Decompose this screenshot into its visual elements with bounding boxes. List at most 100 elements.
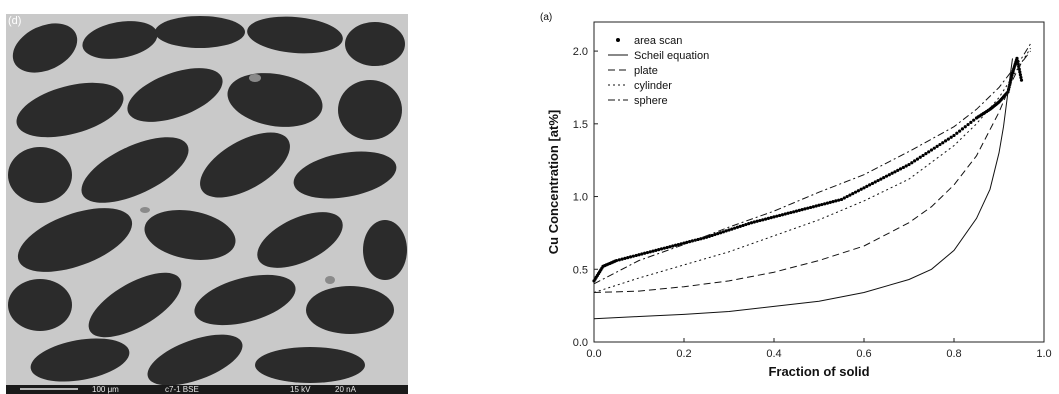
data-point	[682, 241, 686, 245]
data-point	[952, 133, 956, 138]
data-point	[724, 229, 728, 233]
data-point	[955, 131, 959, 135]
data-point	[960, 127, 965, 131]
data-point	[901, 165, 905, 170]
data-point	[783, 212, 787, 216]
legend: area scan Scheil equation plate cylinder sph…	[608, 35, 709, 107]
data-point	[617, 258, 621, 262]
data-point	[834, 199, 838, 203]
micrograph-panel-label: (d)	[8, 15, 21, 27]
micrograph-image: (d) 100 μm c7-1 BSE 15 kV 20 nA	[6, 14, 408, 394]
data-point	[924, 152, 928, 156]
data-point	[823, 202, 827, 206]
series-line-cylinder	[593, 47, 1031, 293]
data-point	[665, 245, 669, 250]
data-point	[648, 250, 652, 254]
micrograph-current-text: 20 nA	[335, 385, 357, 394]
data-point	[935, 144, 939, 148]
series-line-sphere	[593, 43, 1031, 285]
data-point	[837, 198, 841, 202]
micrograph-sample-text: c7-1 BSE	[165, 385, 199, 394]
data-point	[848, 193, 852, 197]
data-point	[673, 243, 678, 247]
data-point	[806, 206, 810, 210]
data-point	[839, 197, 844, 202]
x-tick-label: 0.8	[946, 348, 961, 360]
data-point	[890, 171, 894, 175]
data-point	[887, 173, 891, 177]
data-point	[735, 225, 740, 229]
legend-label: sphere	[634, 95, 668, 107]
data-point	[685, 240, 689, 244]
data-point	[938, 142, 942, 147]
series-line-scheil-equation	[593, 58, 1013, 320]
data-point	[775, 214, 779, 218]
data-point	[918, 155, 922, 159]
data-point	[859, 187, 863, 191]
data-point	[851, 192, 855, 196]
x-tick-label: 0.6	[856, 348, 871, 360]
data-point	[766, 216, 770, 220]
x-tick-label: 1.0	[1036, 348, 1051, 360]
data-point	[800, 208, 804, 212]
data-point	[963, 125, 967, 129]
data-point	[628, 255, 633, 259]
data-point	[817, 203, 821, 207]
data-point	[614, 258, 619, 263]
data-point	[645, 250, 650, 255]
data-point	[640, 252, 644, 256]
data-point	[654, 248, 658, 252]
data-point	[761, 218, 765, 222]
y-tick-label: 0.5	[573, 264, 588, 276]
data-point	[696, 237, 700, 242]
micrograph-info-bar	[6, 385, 408, 394]
data-point	[921, 153, 925, 158]
x-axis-title: Fraction of solid	[768, 364, 869, 379]
data-point	[1019, 75, 1023, 80]
data-point	[702, 236, 706, 240]
data-point	[671, 244, 675, 248]
data-point	[1018, 73, 1022, 77]
data-point	[929, 148, 934, 152]
data-point	[637, 253, 641, 257]
data-point	[958, 129, 962, 133]
chart-panel-label: (a)	[540, 12, 552, 23]
data-point	[744, 222, 748, 227]
plot-frame	[593, 21, 1045, 343]
data-point	[898, 167, 903, 171]
micrograph-dendrites	[8, 16, 407, 386]
data-point	[738, 224, 742, 228]
data-point	[643, 251, 647, 255]
micrograph-voltage-text: 15 kV	[290, 385, 311, 394]
data-point	[727, 228, 731, 232]
data-point	[710, 233, 714, 238]
data-point	[865, 184, 869, 188]
data-point	[870, 181, 875, 186]
data-point	[676, 242, 680, 247]
data-point	[769, 216, 773, 220]
data-point	[831, 200, 835, 204]
data-point	[626, 256, 630, 260]
line-chart: (a) 0.0 0.2 0.4 0.6 0.8 1.0 0.0 0.5 1.0 1.5 2.0 a…	[540, 12, 1052, 379]
data-point	[755, 219, 759, 223]
data-point	[856, 189, 860, 193]
data-point	[915, 157, 920, 161]
data-point	[1019, 78, 1024, 82]
data-point	[966, 122, 970, 127]
data-point	[679, 242, 683, 246]
x-tick-label: 0.0	[586, 348, 601, 360]
data-point	[949, 135, 953, 139]
data-point	[811, 205, 815, 209]
data-point	[946, 137, 950, 141]
legend-swatch	[616, 38, 620, 42]
data-point	[1015, 56, 1019, 60]
data-point	[772, 215, 776, 219]
y-tick-label: 2.0	[573, 46, 588, 58]
data-point	[884, 174, 889, 178]
data-point	[749, 221, 754, 225]
micrograph-secondary-phase	[140, 74, 335, 284]
data-point	[786, 211, 790, 215]
data-point	[763, 217, 768, 221]
data-point	[797, 208, 801, 212]
data-point	[876, 178, 880, 183]
